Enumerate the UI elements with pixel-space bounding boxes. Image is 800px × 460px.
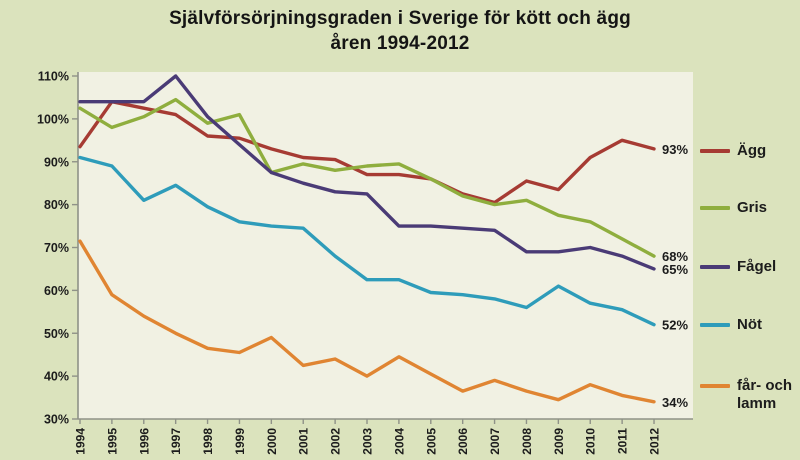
x-axis-label: 2002 [329,428,343,455]
y-axis-label: 40% [44,370,69,384]
x-axis-label: 2012 [648,428,662,455]
legend-swatch [700,206,730,210]
chart-title-line2: åren 1994-2012 [330,33,470,54]
x-axis-label: 2008 [520,428,534,455]
y-axis-label: 90% [44,155,69,169]
series-line-Fågel [78,74,656,271]
end-label-Nöt: 52% [662,318,688,333]
legend-item-Nöt: Nöt [700,316,799,334]
x-axis-label: 2010 [584,428,598,455]
series-line-Gris [78,97,656,258]
y-axis-label: 110% [38,70,69,84]
legend-item-Gris: Gris [700,199,799,217]
x-axis-label: 1997 [169,428,183,455]
series-line-får- och lamm [78,239,656,404]
series-line-Nöt [78,155,656,327]
end-label-Gris: 68% [662,249,688,264]
y-axis-label: 70% [44,241,69,255]
chart-title-line1: Självförsörjningsgraden i Sverige för kö… [169,8,631,29]
y-axis-label: 100% [37,112,69,126]
x-axis-label: 2003 [361,428,375,455]
legend-item-får- och lamm: får- och lamm [700,377,799,413]
y-axis-label: 50% [44,327,69,341]
x-axis-label: 2006 [456,428,470,455]
x-axis-label: 1998 [201,428,215,455]
x-axis-label: 2011 [616,428,630,454]
legend-label: Nöt [737,316,762,333]
end-label-Ägg: 93% [662,142,688,157]
x-axis-label: 1994 [74,428,88,455]
x-axis-label: 2005 [424,428,438,455]
plot-background [78,72,693,419]
legend-swatch [700,149,730,153]
x-axis-label: 2007 [488,428,502,455]
legend-swatch [700,384,730,388]
legend-item-Fågel: Fågel [700,258,799,276]
x-axis-label: 1996 [137,428,151,455]
legend-label: Ägg [737,142,767,159]
legend-label: får- och lamm [737,377,793,412]
end-label-Fågel: 65% [662,262,688,277]
y-axis-label: 80% [44,198,69,212]
y-axis-label: 30% [44,413,69,427]
x-axis-label: 1995 [105,428,119,455]
legend-swatch [700,265,730,269]
legend-label: Gris [737,199,768,216]
end-label-får- och lamm: 34% [662,395,688,410]
legend-swatch [700,323,730,327]
y-axis-label: 60% [44,284,69,298]
x-axis-label: 2004 [392,428,406,455]
x-axis-label: 2000 [265,428,279,455]
legend-label: Fågel [737,258,777,275]
x-axis-label: 2009 [552,428,566,455]
x-axis-label: 1999 [233,428,247,455]
x-axis-label: 2001 [297,428,311,455]
legend-item-Ägg: Ägg [700,142,799,160]
series-line-Ägg [78,99,656,205]
